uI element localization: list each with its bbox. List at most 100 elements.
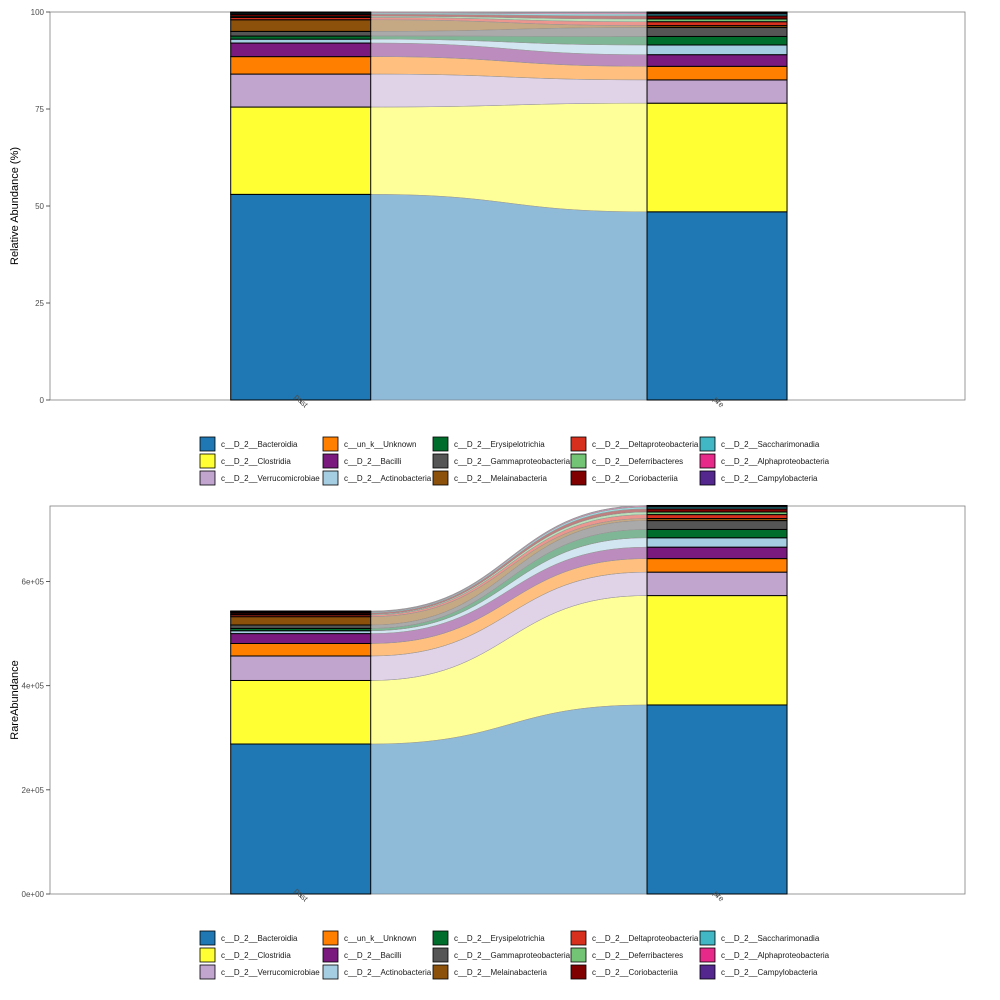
legend-item: c__D_2__Erysipelotrichia [432,930,545,946]
legend-item: c__D_2__Campylobacteria [699,470,818,486]
legend-item: c__D_2__Bacilli [322,947,402,963]
flows [370,505,648,895]
bar-segment-pre-c__D_2__Verrucomicrobiae [646,79,788,104]
bar-segment-pre-c__D_2__Gammaproteobacteria [646,27,788,37]
legend: c__D_2__Bacteroidia c__D_2__Clostridia c__… [199,436,830,486]
bar-segment-pre-c__D_2__Bacilli [646,546,788,560]
legend-swatch [199,930,216,946]
legend-label: c__D_2__Melainabacteria [454,968,548,977]
legend-label: c__D_2__Gammaproteobacteria [454,951,571,960]
legend-item: c__D_2__Clostridia [199,453,291,469]
legend-swatch [432,930,449,946]
bar-segment-post-c__D_2__Actinobacteria [230,38,372,44]
legend-swatch [322,930,339,946]
bar-segment-pre-c__D_2__Gammaproteobacteria [646,520,788,530]
bar-segment-pre-c__D_2__Erysipelotrichia [646,528,788,539]
bars [230,11,788,401]
legend-swatch [699,964,716,980]
y-tick-label: 4e+05 [22,682,45,691]
y-axis-title: RareAbundance [9,660,21,740]
legend-swatch [699,930,716,946]
legend-swatch [322,453,339,469]
bar-segment-post-c__D_2__Clostridia [230,106,372,195]
bar-segment-pre-c__D_2__Actinobacteria [646,537,788,548]
y-tick-label: 100 [31,8,45,17]
legend-item: c__D_2__Alphaproteobacteria [699,947,830,963]
bar-segment-post-c__D_2__Verrucomicrobiae [230,73,372,108]
y-tick-label: 2e+05 [22,786,45,795]
legend-swatch [322,436,339,452]
legend-swatch [699,436,716,452]
legend-label: c__D_2__Gammaproteobacteria [454,457,571,466]
bar-segment-pre-c__D_2__Campylobacteria [646,504,788,507]
legend-swatch [199,947,216,963]
y-tick-label: 75 [35,105,44,114]
bar-segment-pre-c__D_2__Campylobacteria [646,11,788,14]
bar-segment-post-c__D_2__Gammaproteobacteria [230,624,372,629]
flow-c__D_2__Campylobacteria [370,11,648,14]
y-tick-label: 50 [35,202,44,211]
legend-label: c__D_2__Coriobacteriia [592,474,678,483]
bar-segment-post-c__D_2__Bacilli [230,42,372,58]
legend-label: c__D_2__Clostridia [221,457,291,466]
bar-segment-pre-c__D_2__Clostridia [646,595,788,706]
bars [230,504,788,895]
y-tick-label: 0 [40,396,45,405]
legend-item: c__D_2__Melainabacteria [432,964,548,980]
legend-label: c__D_2__Actinobacteria [344,968,432,977]
legend-swatch [199,436,216,452]
legend-label: c__D_2__Bacteroidia [221,934,298,943]
y-tick-label: 25 [35,299,44,308]
bar-segment-pre-c__D_2__Actinobacteria [646,44,788,56]
y-tick-label: 0e+00 [22,890,45,899]
legend-swatch [570,470,587,486]
bar-segment-pre-c__D_2__Verrucomicrobiae [646,571,788,597]
legend-swatch [322,964,339,980]
legend-item: c__D_2__Verrucomicrobiae [199,964,320,980]
bar-segment-post-c__D_2__Melainabacteria [230,19,372,32]
legend-label: c__D_2__Bacteroidia [221,440,298,449]
legend-label: c__D_2__Deferribacteres [592,457,683,466]
legend-label: c__D_2__Erysipelotrichia [454,934,545,943]
bar-segment-post-c__un_k__Unknown [230,642,372,657]
legend-label: c__D_2__Verrucomicrobiae [221,474,320,483]
legend-item: c__D_2__Coriobacteriia [570,964,678,980]
legend-label: c__D_2__Alphaproteobacteria [721,457,830,466]
legend-label: c__D_2__Erysipelotrichia [454,440,545,449]
bar-segment-pre-c__D_2__Deltaproteobacteria [646,514,788,519]
bar-segment-post-c__D_2__Verrucomicrobiae [230,655,372,681]
legend-label: c__D_2__Alphaproteobacteria [721,951,830,960]
legend-item: c__D_2__Melainabacteria [432,470,548,486]
legend-label: c__D_2__Deferribacteres [592,951,683,960]
legend-label: c__D_2__Campylobacteria [721,474,818,483]
bar-segment-pre-c__D_2__Clostridia [646,102,788,213]
legend-swatch [322,947,339,963]
legend-item: c__D_2__Saccharimonadia [699,436,820,452]
legend-label: c__un_k__Unknown [344,440,417,449]
legend-item: c__D_2__Actinobacteria [322,964,432,980]
legend-swatch [432,436,449,452]
legend-swatch [699,947,716,963]
legend-item: c__D_2__Alphaproteobacteria [699,453,830,469]
legend-swatch [199,470,216,486]
legend-label: c__D_2__Bacilli [344,457,402,466]
legend-swatch [570,930,587,946]
legend-swatch [570,436,587,452]
legend-item: c__D_2__Bacteroidia [199,930,298,946]
bar-segment-pre-c__un_k__Unknown [646,558,788,573]
bar-segment-post-c__D_2__Gammaproteobacteria [230,30,372,37]
legend-item: c__D_2__Actinobacteria [322,470,432,486]
legend-item: c__D_2__Saccharimonadia [699,930,820,946]
bar-segment-pre-c__un_k__Unknown [646,65,788,81]
bar-segment-post-c__D_2__Bacteroidia [230,743,372,895]
legend-swatch [322,470,339,486]
bar-segment-post-c__D_2__Bacteroidia [230,193,372,401]
flow-c__D_2__Bacteroidia [370,194,648,401]
legend-item: c__D_2__Bacteroidia [199,436,298,452]
legend-swatch [432,964,449,980]
legend-swatch [199,964,216,980]
legend: c__D_2__Bacteroidia c__D_2__Clostridia c__… [199,930,830,980]
